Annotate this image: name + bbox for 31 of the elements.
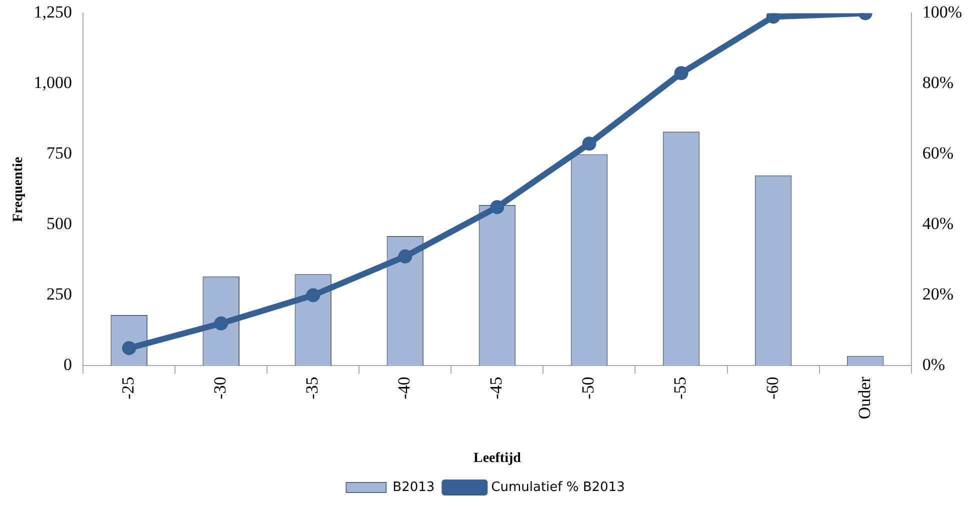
- x-tick-label: -60: [762, 376, 782, 400]
- point: [214, 316, 228, 330]
- y-axis-title: Frequentie: [11, 156, 26, 222]
- point: [582, 136, 596, 151]
- y2-tick-label: 60%: [922, 144, 954, 163]
- x-tick-label: -30: [210, 376, 230, 400]
- y2-tick-label: 100%: [922, 2, 962, 22]
- point: [490, 200, 504, 214]
- x-tick-label: -35: [302, 376, 322, 400]
- y-tick-label: 250: [46, 284, 72, 304]
- y-tick-label: 1,250: [34, 2, 72, 22]
- point: [398, 249, 412, 264]
- y-tick-label: 500: [46, 214, 72, 234]
- x-tick-label: -55: [670, 376, 690, 400]
- x-axis-title: Leeftijd: [473, 451, 522, 466]
- legend-label: B2013: [392, 480, 435, 495]
- y2-tick-label: 0%: [922, 355, 946, 374]
- y-tick-label: 750: [46, 144, 72, 163]
- y-tick-label: 1,000: [34, 73, 72, 92]
- point: [674, 66, 688, 80]
- y2-tick-label: 80%: [922, 73, 954, 92]
- x-tick-label: -45: [486, 376, 506, 400]
- x-tick-label: -50: [578, 376, 598, 400]
- x-tick-label: -40: [394, 376, 414, 400]
- y-tick-label: 0: [64, 355, 72, 374]
- legend-label: Cumulatief % B2013: [491, 480, 625, 495]
- y2-tick-label: 40%: [922, 214, 954, 234]
- point: [306, 288, 320, 302]
- y2-tick-label: 20%: [922, 284, 954, 304]
- x-tick-label: -25: [118, 376, 138, 400]
- x-tick-label: Ouder: [854, 376, 874, 420]
